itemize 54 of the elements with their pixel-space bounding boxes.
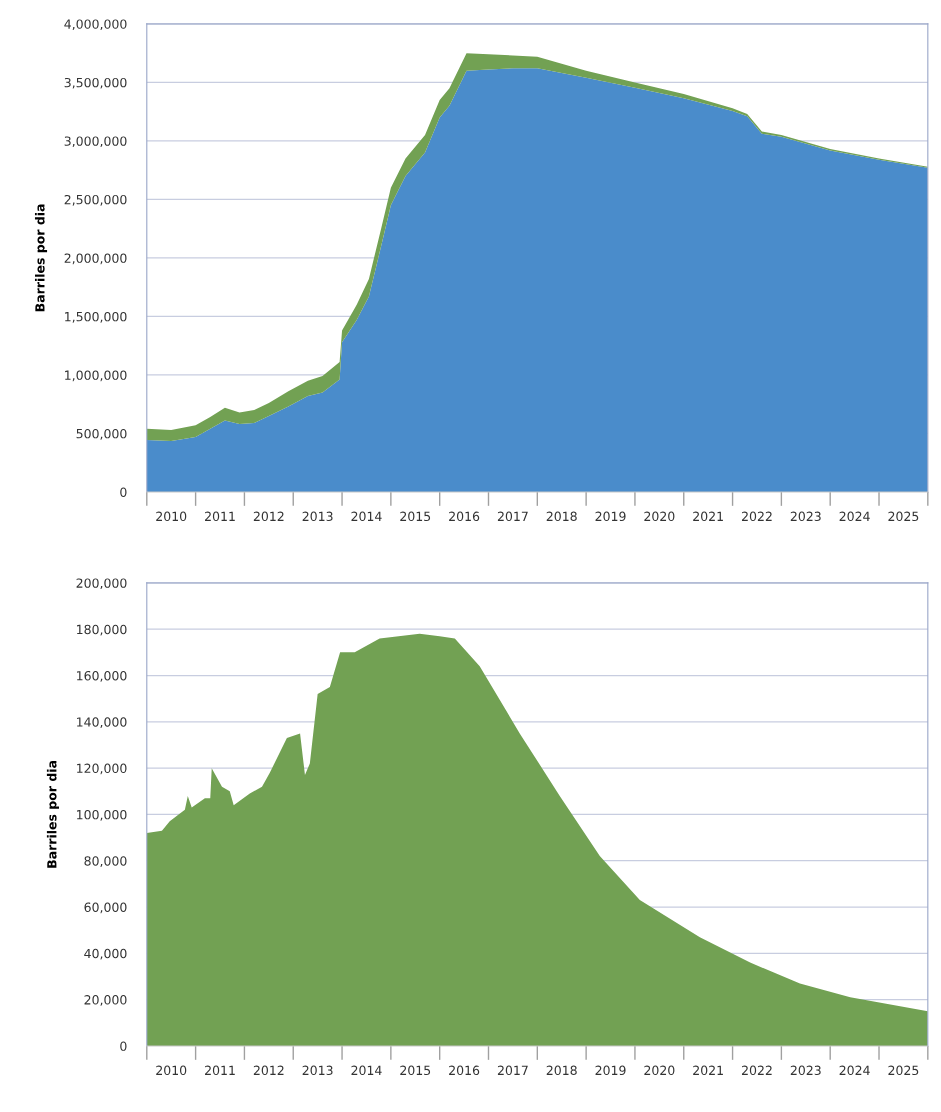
y-tick-label: 20,000 [84,995,127,1006]
y-tick-label: 140,000 [77,717,127,729]
x-tick-label: 2014 [351,511,382,522]
y-tick-label: 120,000 [77,763,127,775]
x-tick-label: 2014 [351,1065,382,1076]
x-tick-label: 2010 [156,511,187,522]
y-tick-label: 40,000 [84,948,127,960]
y-tick-label: 2,000,000 [64,253,127,265]
y-axis-title: Barriles por dia [34,204,48,312]
x-tick-label: 2022 [741,1065,772,1076]
y-tick-label: 0 [120,1041,127,1051]
y-tick-label: 1,000,000 [65,370,127,382]
x-tick-label: 2011 [205,1065,235,1076]
x-tick-label: 2017 [497,1065,528,1076]
y-tick-label: 3,500,000 [64,77,127,89]
x-tick-label: 2024 [839,1065,870,1076]
x-tick-label: 2020 [644,511,675,522]
x-tick-label: 2023 [790,1065,821,1076]
y-tick-label: 2,500,000 [64,194,127,206]
x-tick-label: 2017 [497,511,528,522]
y-tick-label: 500,000 [76,428,127,440]
x-tick-label: 2010 [156,1065,187,1076]
x-tick-label: 2015 [400,511,431,522]
y-tick-label: 4,000,000 [64,19,127,31]
y-tick-label: 0 [120,487,127,497]
y-tick-label: 1,500,000 [65,311,127,323]
x-tick-label: 2022 [741,511,772,522]
x-tick-label: 2019 [595,511,626,522]
x-tick-label: 2024 [839,511,870,522]
x-tick-label: 2011 [205,511,235,522]
y-tick-label: 160,000 [77,670,127,682]
x-tick-label: 2016 [449,511,480,522]
x-tick-label: 2013 [302,1065,333,1076]
y-tick-label: 3,000,000 [64,136,127,148]
x-tick-label: 2020 [644,1065,675,1076]
y-tick-label: 80,000 [84,856,127,867]
x-tick-label: 2023 [790,511,821,522]
x-tick-label: 2013 [302,511,333,522]
x-tick-label: 2021 [693,511,723,522]
y-tick-label: 180,000 [77,624,127,636]
x-tick-label: 2019 [595,1065,626,1076]
x-tick-label: 2015 [400,1065,431,1076]
y-axis-title: Barriles por dia [46,760,59,868]
x-tick-label: 2021 [693,1065,723,1076]
y-tick-label: 200,000 [76,578,127,590]
x-tick-label: 2025 [888,511,919,522]
x-tick-label: 2018 [546,511,577,522]
y-tick-label: 60,000 [84,902,127,914]
x-tick-label: 2018 [546,1065,577,1076]
y-tick-label: 100,000 [77,809,127,821]
x-tick-label: 2012 [253,1065,284,1076]
x-tick-label: 2025 [888,1065,919,1076]
x-tick-label: 2016 [449,1065,480,1076]
x-tick-label: 2012 [253,511,284,522]
